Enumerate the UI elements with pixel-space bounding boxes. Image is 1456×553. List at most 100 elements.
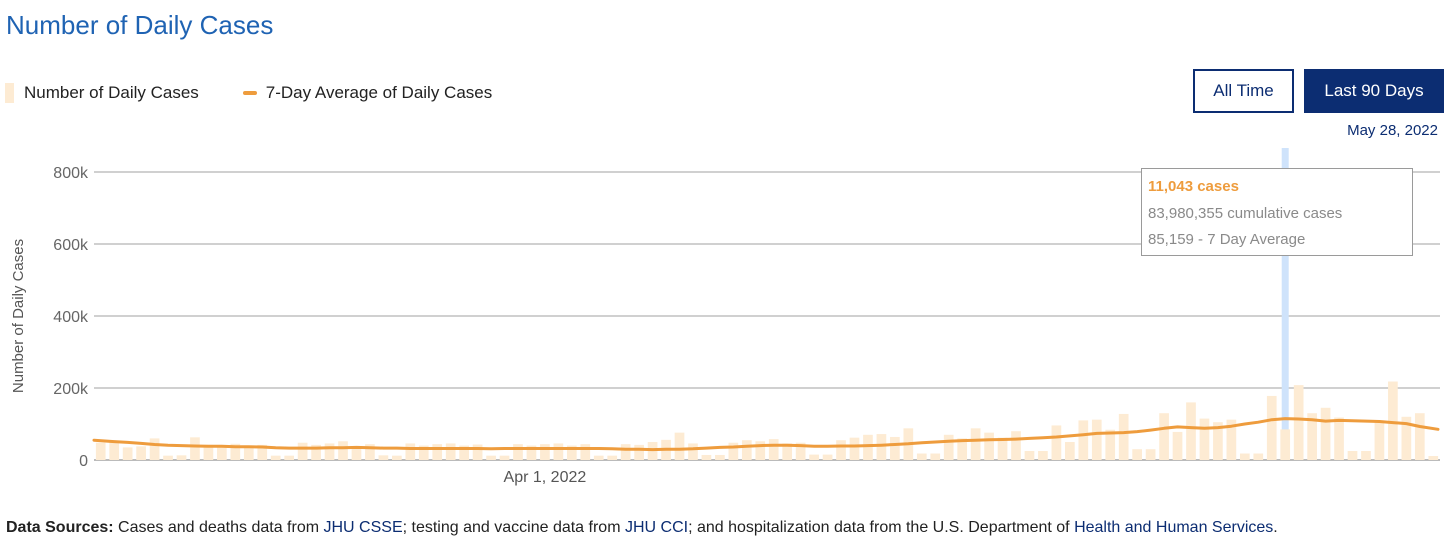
bar-daily-cases[interactable] bbox=[1213, 422, 1223, 460]
bar-daily-cases[interactable] bbox=[876, 434, 887, 460]
bar-daily-cases[interactable] bbox=[1428, 456, 1439, 460]
bar-daily-cases[interactable] bbox=[1118, 413, 1129, 460]
bar-daily-cases[interactable] bbox=[472, 444, 483, 460]
bar-daily-cases[interactable] bbox=[1388, 381, 1398, 460]
bar-daily-cases[interactable] bbox=[984, 432, 994, 460]
bar-daily-cases[interactable] bbox=[392, 455, 402, 460]
jhu-csse-link[interactable]: JHU CSSE bbox=[323, 519, 403, 536]
bar-daily-cases[interactable] bbox=[1011, 431, 1021, 460]
bar-daily-cases[interactable] bbox=[1239, 453, 1250, 460]
bar-daily-cases[interactable] bbox=[1334, 417, 1344, 460]
bar-daily-cases[interactable] bbox=[243, 445, 254, 460]
all-time-button[interactable]: All Time bbox=[1193, 69, 1294, 113]
bar-daily-cases[interactable] bbox=[1024, 451, 1035, 460]
bar-daily-cases[interactable] bbox=[203, 444, 214, 460]
bar-daily-cases[interactable] bbox=[513, 444, 523, 460]
bar-daily-cases[interactable] bbox=[741, 440, 752, 460]
bar-daily-cases[interactable] bbox=[1374, 420, 1385, 460]
bar-daily-cases[interactable] bbox=[890, 436, 900, 460]
bar-daily-cases[interactable] bbox=[176, 455, 187, 460]
jhu-cci-link[interactable]: JHU CCI bbox=[624, 519, 689, 536]
bar-daily-cases[interactable] bbox=[566, 445, 577, 460]
bar-daily-cases[interactable] bbox=[1280, 429, 1291, 460]
bar-daily-cases[interactable] bbox=[459, 445, 469, 460]
bar-daily-cases[interactable] bbox=[580, 444, 591, 460]
bar-daily-cases[interactable] bbox=[728, 442, 739, 460]
hhs-link[interactable]: Health and Human Services bbox=[1074, 519, 1274, 536]
bar-daily-cases[interactable] bbox=[1361, 451, 1371, 460]
bar-daily-cases[interactable] bbox=[1159, 413, 1169, 460]
bar-daily-cases[interactable] bbox=[297, 442, 308, 460]
bar-daily-cases[interactable] bbox=[95, 442, 106, 460]
bar-daily-cases[interactable] bbox=[284, 455, 295, 460]
bar-daily-cases[interactable] bbox=[1132, 449, 1142, 460]
bar-daily-cases[interactable] bbox=[822, 454, 833, 460]
bar-daily-cases[interactable] bbox=[957, 438, 968, 460]
bar-daily-cases[interactable] bbox=[311, 444, 321, 460]
bar-daily-cases[interactable] bbox=[849, 437, 860, 460]
bar-daily-cases[interactable] bbox=[217, 446, 227, 460]
bar-daily-cases[interactable] bbox=[230, 443, 241, 460]
bar-daily-cases[interactable] bbox=[1186, 402, 1196, 460]
bar-daily-cases[interactable] bbox=[1172, 431, 1183, 460]
bar-daily-cases[interactable] bbox=[1199, 418, 1210, 460]
bar-daily-cases[interactable] bbox=[593, 455, 604, 460]
bar-daily-cases[interactable] bbox=[338, 441, 348, 460]
bar-daily-cases[interactable] bbox=[378, 455, 389, 460]
bar-daily-cases[interactable] bbox=[1401, 416, 1412, 460]
bar-daily-cases[interactable] bbox=[755, 441, 766, 460]
bar-daily-cases[interactable] bbox=[1145, 449, 1156, 460]
bar-daily-cases[interactable] bbox=[795, 442, 806, 460]
bar-daily-cases[interactable] bbox=[526, 445, 537, 460]
bar-daily-cases[interactable] bbox=[620, 444, 631, 460]
last-90-days-button[interactable]: Last 90 Days bbox=[1304, 69, 1444, 113]
bar-daily-cases[interactable] bbox=[1293, 385, 1304, 460]
bar-daily-cases[interactable] bbox=[445, 443, 456, 460]
bar-daily-cases[interactable] bbox=[836, 440, 846, 460]
bar-daily-cases[interactable] bbox=[405, 443, 416, 460]
bar-daily-cases[interactable] bbox=[1226, 419, 1237, 460]
bar-daily-cases[interactable] bbox=[1320, 407, 1331, 460]
bar-daily-cases[interactable] bbox=[674, 432, 685, 460]
bar-daily-cases[interactable] bbox=[163, 455, 173, 460]
bar-daily-cases[interactable] bbox=[782, 443, 793, 460]
bar-daily-cases[interactable] bbox=[109, 442, 120, 460]
bar-daily-cases[interactable] bbox=[499, 455, 510, 460]
bar-daily-cases[interactable] bbox=[351, 446, 362, 460]
bar-daily-cases[interactable] bbox=[701, 454, 712, 460]
bar-daily-cases[interactable] bbox=[768, 439, 779, 460]
bar-daily-cases[interactable] bbox=[190, 437, 200, 460]
bar-daily-cases[interactable] bbox=[122, 447, 133, 460]
bar-daily-cases[interactable] bbox=[997, 437, 1008, 460]
bar-daily-cases[interactable] bbox=[809, 454, 819, 460]
bar-daily-cases[interactable] bbox=[149, 438, 160, 460]
bar-daily-cases[interactable] bbox=[1091, 419, 1102, 460]
bar-daily-cases[interactable] bbox=[715, 454, 725, 460]
bar-daily-cases[interactable] bbox=[1266, 395, 1277, 460]
bar-daily-cases[interactable] bbox=[1078, 420, 1089, 460]
bar-daily-cases[interactable] bbox=[418, 445, 429, 460]
legend-item-daily-cases[interactable]: Number of Daily Cases bbox=[5, 83, 199, 103]
bar-daily-cases[interactable] bbox=[688, 443, 698, 460]
bar-daily-cases[interactable] bbox=[1307, 413, 1317, 460]
bar-daily-cases[interactable] bbox=[1253, 453, 1264, 460]
bar-daily-cases[interactable] bbox=[863, 434, 873, 460]
bar-daily-cases[interactable] bbox=[634, 444, 644, 460]
bar-daily-cases[interactable] bbox=[553, 443, 564, 460]
bar-daily-cases[interactable] bbox=[136, 446, 146, 460]
bar-daily-cases[interactable] bbox=[324, 443, 335, 460]
bar-daily-cases[interactable] bbox=[486, 455, 496, 460]
bar-daily-cases[interactable] bbox=[943, 434, 954, 460]
legend-item-7day-average[interactable]: 7-Day Average of Daily Cases bbox=[242, 83, 492, 103]
bar-daily-cases[interactable] bbox=[257, 444, 268, 460]
bar-daily-cases[interactable] bbox=[1065, 442, 1075, 460]
bar-daily-cases[interactable] bbox=[916, 453, 927, 460]
bar-daily-cases[interactable] bbox=[432, 444, 443, 460]
bar-daily-cases[interactable] bbox=[970, 428, 981, 460]
series-line-7day-average[interactable] bbox=[92, 417, 1440, 452]
bar-daily-cases[interactable] bbox=[365, 444, 375, 460]
bar-daily-cases[interactable] bbox=[1105, 429, 1116, 460]
bar-daily-cases[interactable] bbox=[1038, 451, 1048, 460]
bar-daily-cases[interactable] bbox=[1414, 413, 1425, 460]
bar-daily-cases[interactable] bbox=[540, 444, 550, 460]
